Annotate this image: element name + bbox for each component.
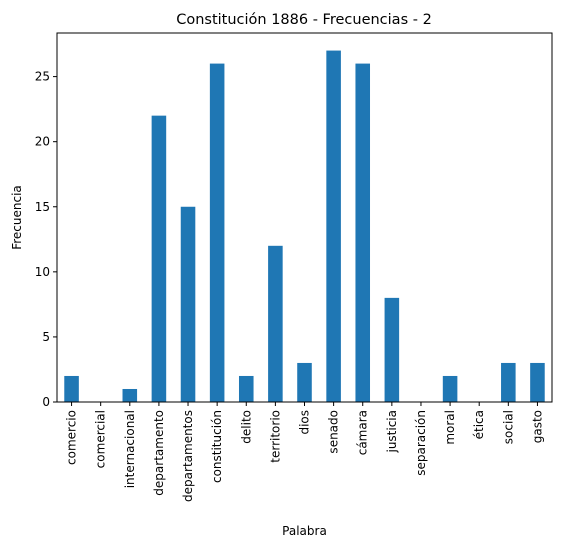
bar-comercio: [64, 375, 79, 402]
chart-title: Constitución 1886 - Frecuencias - 2: [176, 12, 432, 28]
x-tick-label: ética: [472, 410, 486, 439]
x-tick-label: gasto: [530, 410, 544, 443]
x-tick-label: cámara: [356, 410, 370, 455]
y-axis-label: Frecuencia: [10, 185, 24, 250]
x-tick-label: separación: [414, 410, 428, 476]
x-tick-label: moral: [443, 410, 457, 445]
bar-social: [501, 362, 516, 402]
x-axis: comercio comercial internacional departamen…: [65, 402, 544, 502]
bars: [64, 50, 545, 403]
x-tick-label: comercial: [94, 410, 108, 468]
bar-internacional: [122, 388, 138, 402]
bar-territorio: [268, 245, 283, 402]
y-tick-label: 25: [35, 70, 50, 84]
bar-senado: [326, 50, 341, 402]
bar-delito: [238, 375, 254, 402]
x-axis-label: Palabra: [282, 524, 327, 538]
y-tick-label: 5: [42, 330, 50, 344]
bar-constitución: [209, 63, 225, 402]
y-axis: 0 5 10 15 20 25: [35, 70, 57, 409]
x-tick-label: internacional: [123, 410, 137, 488]
x-tick-label: justicia: [385, 410, 399, 454]
x-tick-label: delito: [239, 410, 253, 444]
x-tick-label: departamento: [152, 410, 166, 496]
bar-moral: [442, 375, 458, 402]
bar-dios: [297, 362, 312, 402]
bar-departamento: [151, 115, 167, 403]
x-tick-label: dios: [298, 410, 312, 435]
y-tick-label: 0: [42, 395, 50, 409]
x-tick-label: social: [501, 410, 515, 444]
x-tick-label: territorio: [268, 410, 282, 463]
x-tick-label: senado: [327, 410, 341, 454]
x-tick-label: comercio: [65, 410, 79, 465]
x-tick-label: constitución: [210, 410, 224, 483]
y-tick-label: 15: [35, 200, 50, 214]
x-tick-label: departamentos: [181, 410, 195, 502]
bar-justicia: [384, 297, 400, 402]
y-tick-label: 10: [35, 265, 50, 279]
bar-cámara: [355, 63, 371, 402]
y-tick-label: 20: [35, 135, 50, 149]
bar-departamentos: [180, 206, 196, 402]
bar-gasto: [530, 362, 545, 402]
plot-frame: [56, 32, 553, 403]
